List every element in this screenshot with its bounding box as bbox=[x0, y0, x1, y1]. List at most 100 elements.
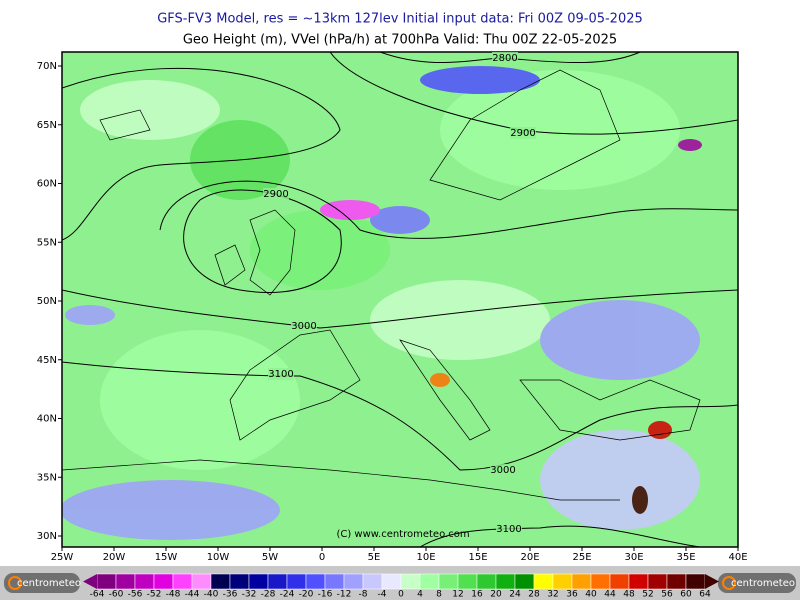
colorbar-label: 24 bbox=[509, 590, 521, 600]
colorbar-box bbox=[514, 573, 535, 590]
colorbar-box bbox=[229, 573, 250, 590]
colorbar-box bbox=[552, 573, 573, 590]
colorbar-box bbox=[419, 573, 440, 590]
colorbar-label: 60 bbox=[680, 590, 692, 600]
colorbar-box bbox=[533, 573, 554, 590]
lat-label: 45N bbox=[37, 355, 57, 366]
colorbar-label: -12 bbox=[337, 590, 352, 600]
colorbar-label: -8 bbox=[359, 590, 368, 600]
lon-label: 25E bbox=[572, 552, 591, 563]
contour-label-bg bbox=[490, 464, 516, 476]
colorbar-arrow bbox=[83, 574, 97, 589]
colorbar-label: 48 bbox=[623, 590, 635, 600]
lat-label: 50N bbox=[37, 296, 57, 307]
colorbar-label: -20 bbox=[299, 590, 314, 600]
contour-label-bg bbox=[291, 320, 317, 332]
colorbar-label: -16 bbox=[318, 590, 333, 600]
contour-label: 2900 bbox=[263, 189, 288, 200]
lon-label: 10E bbox=[416, 552, 435, 563]
colorbar-arrow bbox=[705, 574, 719, 589]
colorbar-label: -28 bbox=[261, 590, 276, 600]
colorbar-label: 32 bbox=[547, 590, 558, 600]
watermark: (C) www.centrometeo.com bbox=[336, 529, 469, 540]
logo-icon bbox=[722, 576, 736, 590]
lon-label: 5W bbox=[262, 552, 278, 563]
logo-right bbox=[718, 573, 796, 593]
colorbar-label: 40 bbox=[585, 590, 597, 600]
contour-label: 3100 bbox=[496, 524, 521, 535]
lat-label: 40N bbox=[37, 414, 57, 425]
colorbar-label: -56 bbox=[128, 590, 143, 600]
coastlines bbox=[62, 69, 701, 501]
colorbar-box bbox=[153, 573, 174, 590]
colorbar-box bbox=[96, 573, 117, 590]
logo-text: centrometeo bbox=[731, 578, 795, 589]
colorbar-label: -52 bbox=[147, 590, 162, 600]
colorbar-box bbox=[685, 573, 706, 590]
lon-label: 30E bbox=[624, 552, 643, 563]
colorbar-box bbox=[381, 573, 402, 590]
contour-label: 3000 bbox=[291, 321, 316, 332]
contour-label: 2800 bbox=[492, 53, 517, 64]
colorbar-label: 20 bbox=[490, 590, 502, 600]
contour-label: 2900 bbox=[510, 128, 535, 139]
logo-icon bbox=[8, 576, 22, 590]
lon-label: 20W bbox=[103, 552, 126, 563]
colorbar-box bbox=[438, 573, 459, 590]
colorbar-box bbox=[286, 573, 307, 590]
colorbar-label: 56 bbox=[661, 590, 673, 600]
colorbar-label: 44 bbox=[604, 590, 616, 600]
title-line1: GFS-FV3 Model, res = ~13km 127lev Initia… bbox=[157, 12, 643, 27]
colorbar-label: -36 bbox=[223, 590, 238, 600]
map-frame bbox=[61, 51, 739, 548]
contour-label-bg bbox=[268, 368, 294, 380]
colorbar-box bbox=[324, 573, 345, 590]
colorbar-label: -64 bbox=[90, 590, 105, 600]
contours bbox=[62, 52, 738, 547]
colorbar-box bbox=[476, 573, 497, 590]
colorbar-label: -4 bbox=[378, 590, 387, 600]
colorbar-label: 4 bbox=[417, 590, 423, 600]
lat-label: 70N bbox=[37, 61, 57, 72]
lon-label: 15E bbox=[468, 552, 487, 563]
lon-label: 15W bbox=[155, 552, 178, 563]
colorbar-label: 0 bbox=[398, 590, 404, 600]
colorbar-label: 28 bbox=[528, 590, 540, 600]
colorbar-box bbox=[571, 573, 592, 590]
colorbar-label: 12 bbox=[452, 590, 463, 600]
colorbar-label: 36 bbox=[566, 590, 578, 600]
contour-label-bg bbox=[510, 127, 536, 139]
colorbar-label: 52 bbox=[642, 590, 653, 600]
lon-label: 20E bbox=[520, 552, 539, 563]
map: (C) www.centrometeo.com bbox=[61, 51, 739, 548]
colorbar-box bbox=[267, 573, 288, 590]
colorbar-box bbox=[628, 573, 649, 590]
colorbar-label: 16 bbox=[471, 590, 483, 600]
lat-label: 35N bbox=[37, 472, 57, 483]
lon-label: 10W bbox=[207, 552, 230, 563]
colorbar-label: 64 bbox=[699, 590, 711, 600]
lon-label: 5E bbox=[368, 552, 381, 563]
contour-label: 3100 bbox=[268, 369, 293, 380]
lon-label: 40E bbox=[728, 552, 747, 563]
logo-text: centrometeo bbox=[17, 578, 81, 589]
lat-label: 55N bbox=[37, 237, 57, 248]
logo-left bbox=[4, 573, 80, 593]
colorbar-box bbox=[609, 573, 630, 590]
colorbar-box bbox=[115, 573, 136, 590]
contour-label: 3000 bbox=[490, 465, 515, 476]
colorbar-label: -60 bbox=[109, 590, 124, 600]
colorbar-label: -24 bbox=[280, 590, 295, 600]
lat-label: 65N bbox=[37, 120, 57, 131]
title-line2: Geo Height (m), VVel (hPa/h) at 700hPa V… bbox=[183, 33, 617, 48]
colorbar-box bbox=[172, 573, 193, 590]
colorbar-label: -40 bbox=[204, 590, 219, 600]
colorbar-box bbox=[305, 573, 326, 590]
colorbar-label: 8 bbox=[436, 590, 442, 600]
lon-label: 0 bbox=[319, 552, 325, 563]
colorbar-box bbox=[134, 573, 155, 590]
contour-label-bg bbox=[263, 188, 289, 200]
colorbar-box bbox=[457, 573, 478, 590]
colorbar-box bbox=[647, 573, 668, 590]
